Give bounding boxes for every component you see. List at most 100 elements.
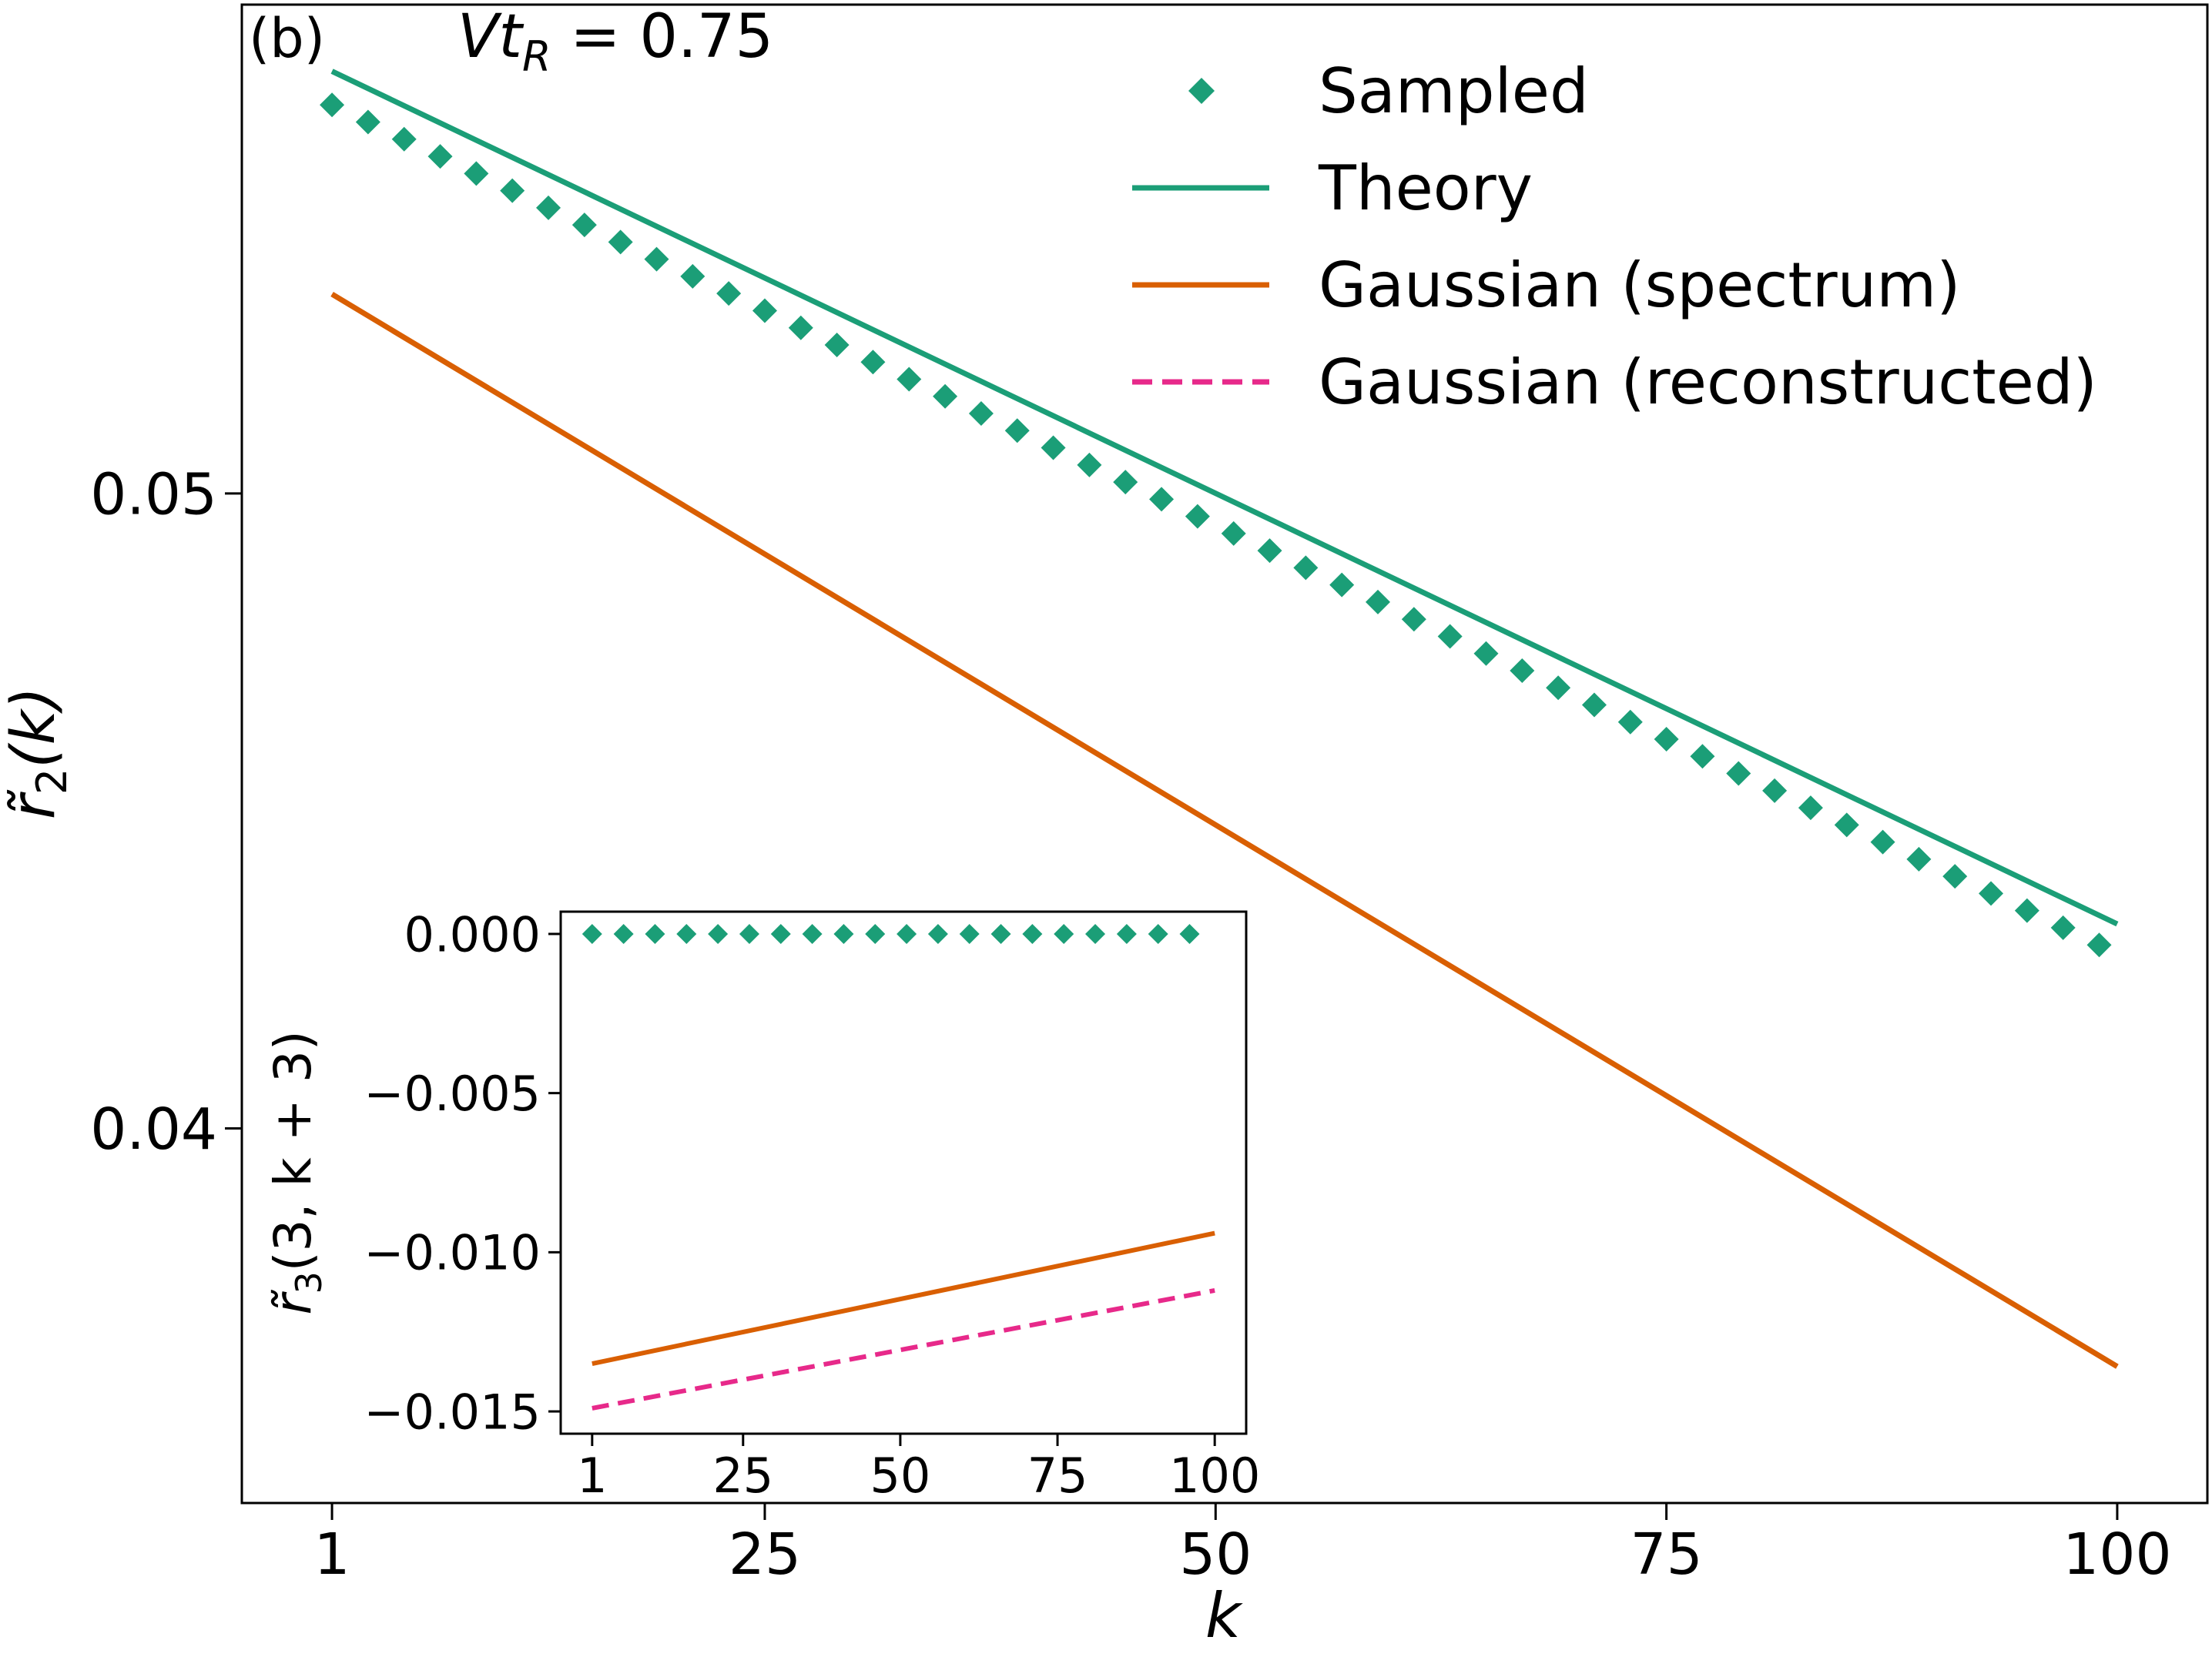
main-sampled-point <box>1077 452 1102 477</box>
legend-gaussian-spectrum-label: Gaussian (spectrum) <box>1319 249 1960 321</box>
inset-plot-frame <box>559 910 1248 1435</box>
main-sampled-point <box>1762 778 1788 803</box>
inset-sampled-point <box>802 923 823 944</box>
main-sampled-point <box>788 315 813 340</box>
inset-y-tick-label: −0.010 <box>364 1225 541 1281</box>
main-sampled-point <box>500 178 525 203</box>
main-sampled-point <box>1617 709 1643 735</box>
inset-sampled-point <box>770 923 791 944</box>
inset-sampled-point <box>1085 923 1106 944</box>
main-sampled-point <box>1979 881 2004 906</box>
main-sampled-point <box>1906 846 1932 872</box>
main-sampled-point <box>355 109 380 135</box>
main-sampled-point <box>1113 470 1138 495</box>
inset-sampled-point <box>1179 923 1200 944</box>
main-sampled-point <box>752 298 777 323</box>
inset-x-tick-label: 75 <box>1027 1448 1088 1504</box>
inset-sampled-point <box>708 923 729 944</box>
legend-gaussian-reconstructed-label: Gaussian (reconstructed) <box>1319 346 2097 418</box>
main-gaussian-spectrum-line <box>330 292 2119 1369</box>
inset-sampled-point <box>613 923 634 944</box>
x-axis-label: k <box>1205 1580 1243 1652</box>
main-sampled-point <box>2014 898 2039 923</box>
inset-sampled-point <box>676 923 697 944</box>
inset-gaussian-reconstructed-line <box>592 1288 1215 1411</box>
main-x-tick-label: 25 <box>729 1521 801 1588</box>
inset-series-layer <box>581 923 1215 1411</box>
inset-gaussian-spectrum-line <box>592 1230 1215 1366</box>
inset-sampled-point <box>645 923 665 944</box>
main-sampled-point <box>1726 761 1751 786</box>
main-plot-frame <box>240 3 2209 1505</box>
main-x-axis: 1 25 50 75 100 <box>314 1503 2172 1588</box>
main-sampled-point <box>1437 624 1463 649</box>
main-theory-line <box>330 69 2119 927</box>
inset-sampled-point <box>865 923 886 944</box>
main-sampled-point <box>1654 727 1679 752</box>
main-sampled-point <box>1401 607 1426 632</box>
inset-sampled-point <box>581 923 602 944</box>
main-sampled-point <box>1149 487 1175 512</box>
main-sampled-point <box>1834 812 1859 838</box>
main-sampled-point <box>1942 864 1968 889</box>
panel-label: (b) <box>249 7 325 70</box>
main-sampled-point <box>1798 795 1823 821</box>
main-x-tick-label: 75 <box>1631 1521 1703 1588</box>
main-sampled-point <box>1185 504 1210 529</box>
main-sampled-point <box>644 246 669 272</box>
inset-background <box>561 912 1246 1434</box>
main-sampled-point <box>1257 538 1282 564</box>
main-sampled-point <box>1870 829 1895 855</box>
inset-y-axis: 0.000 −0.005 −0.010 −0.015 <box>364 906 561 1440</box>
main-sampled-point <box>860 350 886 375</box>
main-sampled-point <box>1221 521 1246 546</box>
main-sampled-point <box>2086 932 2112 958</box>
main-y-axis: 0.04 0.05 <box>90 462 242 1163</box>
inset-x-tick-label: 25 <box>712 1448 773 1504</box>
main-sampled-point <box>716 281 742 306</box>
inset-y-tick-label: 0.000 <box>404 906 541 962</box>
main-x-tick-label: 50 <box>1179 1521 1252 1588</box>
main-y-tick-label: 0.05 <box>90 462 217 528</box>
main-sampled-point <box>897 367 922 392</box>
main-x-tick-label: 100 <box>2063 1521 2171 1588</box>
main-sampled-point <box>1546 675 1571 701</box>
inset-sampled-point <box>1022 923 1043 944</box>
legend: Sampled Theory Gaussian (spectrum) Gaussian… <box>1132 55 2097 418</box>
inset-sampled-point <box>927 923 948 944</box>
annotation: VtR = 0.75 <box>457 2 773 81</box>
inset-x-tick-label: 1 <box>577 1448 607 1504</box>
legend-sampled-marker <box>1188 78 1215 104</box>
y-axis-label: r̃2(k) <box>0 687 76 819</box>
inset-sampled-point <box>1148 923 1168 944</box>
main-series-layer <box>320 69 2119 1369</box>
main-sampled-point <box>1473 641 1499 666</box>
main-sampled-point <box>1366 589 1391 614</box>
inset-sampled-point <box>897 923 917 944</box>
main-sampled-point <box>968 401 994 427</box>
inset-sampled-point <box>1054 923 1074 944</box>
main-sampled-point <box>608 229 633 255</box>
main-sampled-point <box>1510 658 1535 683</box>
inset-y-tick-label: −0.005 <box>364 1066 541 1122</box>
main-sampled-point <box>933 383 958 409</box>
inset-y-axis-label: r̃3(3, k + 3) <box>263 1030 330 1314</box>
main-sampled-point <box>1329 572 1355 598</box>
inset-x-axis: 1 25 50 75 100 <box>577 1434 1260 1504</box>
main-sampled-point <box>427 144 453 169</box>
main-sampled-point <box>571 213 597 238</box>
main-sampled-point <box>320 92 345 118</box>
inset-x-tick-label: 100 <box>1169 1448 1260 1504</box>
main-sampled-point <box>1293 555 1319 581</box>
main-sampled-point <box>824 332 850 357</box>
inset-sampled-point <box>833 923 854 944</box>
main-x-tick-label: 1 <box>314 1521 350 1588</box>
main-sampled-point <box>464 161 489 186</box>
main-sampled-point <box>1581 692 1607 718</box>
main-sampled-point <box>536 195 561 220</box>
main-sampled-point <box>1690 744 1715 769</box>
inset-sampled-point <box>959 923 980 944</box>
main-sampled-point <box>680 263 705 289</box>
main-y-tick-label: 0.04 <box>90 1096 217 1163</box>
